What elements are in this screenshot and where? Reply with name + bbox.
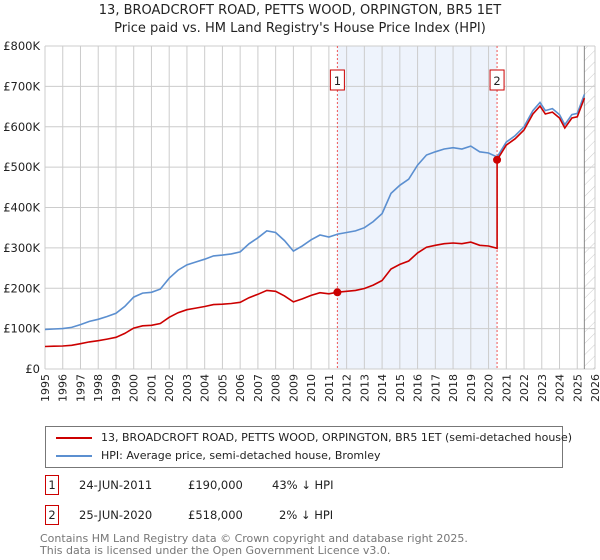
transaction-price: £190,000 — [188, 478, 243, 492]
sale-label-box — [329, 69, 345, 91]
legend-swatch-property — [56, 436, 92, 439]
legend-item-property: 13, BROADCROFT ROAD, PETTS WOOD, ORPINGT… — [56, 431, 572, 444]
x-tick-label: 2025 — [571, 374, 584, 402]
x-tick-label: 1995 — [39, 374, 52, 402]
y-tick-label: £0 — [25, 362, 40, 376]
x-tick-label: 2007 — [252, 374, 265, 402]
x-tick-label: 1996 — [57, 374, 70, 402]
y-tick-label: £300K — [3, 241, 40, 255]
x-tick-label: 2019 — [465, 374, 478, 402]
x-tick-label: 2011 — [323, 374, 336, 402]
x-tick-label: 2008 — [270, 374, 283, 402]
x-tick-label: 2016 — [412, 374, 425, 402]
footer-copyright: Contains HM Land Registry data © Crown c… — [40, 532, 468, 545]
y-tick-label: £100K — [3, 322, 40, 336]
x-tick-label: 2013 — [358, 374, 371, 402]
sale-label: 2 — [493, 74, 500, 88]
x-tick-label: 2017 — [429, 374, 442, 402]
transaction-date: 25-JUN-2020 — [79, 508, 153, 522]
transaction-hpi-diff: 43% ↓ HPI — [272, 478, 334, 492]
legend: 13, BROADCROFT ROAD, PETTS WOOD, ORPINGT… — [45, 426, 572, 468]
x-tick-label: 1998 — [92, 374, 105, 402]
sale-point — [493, 155, 502, 164]
legend-label-property: 13, BROADCROFT ROAD, PETTS WOOD, ORPINGT… — [101, 431, 573, 444]
x-tick-label: 2018 — [447, 374, 460, 402]
sale-label-box — [489, 69, 505, 91]
x-tick-label: 2000 — [128, 374, 141, 402]
y-tick-label: £700K — [3, 79, 40, 93]
transaction-badge: 1 — [45, 475, 59, 495]
x-tick-label: 2012 — [341, 374, 354, 402]
y-tick-label: £400K — [3, 201, 40, 215]
hpi-series-line — [44, 94, 586, 331]
legend-swatch-hpi — [56, 454, 92, 457]
sale-label: 1 — [334, 74, 341, 88]
x-tick-label: 2023 — [536, 374, 549, 402]
legend-label-hpi: HPI: Average price, semi-detached house,… — [101, 449, 381, 462]
legend-item-hpi: HPI: Average price, semi-detached house,… — [56, 449, 380, 462]
x-tick-label: 1999 — [110, 374, 123, 402]
x-tick-label: 2005 — [216, 374, 229, 402]
transaction-date: 24-JUN-2011 — [79, 478, 153, 492]
transaction-price: £518,000 — [188, 508, 243, 522]
price-chart: 1995 1996 1997 1998 1999 2000 2001 2002 2003 2004… — [3, 39, 600, 402]
x-tick-label: 2002 — [163, 374, 176, 402]
x-tick-label: 2003 — [181, 374, 194, 402]
chart-subtitle: Price paid vs. HM Land Registry's House … — [114, 21, 486, 36]
transaction-hpi-diff: 2% ↓ HPI — [279, 508, 334, 522]
x-tick-label: 2021 — [500, 374, 513, 402]
property-series-line — [44, 97, 586, 348]
x-tick-label: 2004 — [199, 374, 212, 402]
x-tick-label: 1997 — [74, 374, 87, 402]
x-tick-label: 2014 — [376, 374, 389, 402]
x-tick-label: 2010 — [305, 374, 318, 402]
x-tick-label: 2001 — [145, 374, 158, 402]
y-tick-label: £800K — [3, 39, 40, 53]
x-tick-label: 2024 — [554, 374, 567, 402]
sale-point — [333, 288, 342, 297]
chart-title: 13, BROADCROFT ROAD, PETTS WOOD, ORPINGT… — [98, 3, 502, 18]
y-tick-label: £200K — [3, 281, 40, 295]
y-tick-label: £600K — [3, 120, 40, 134]
x-tick-label: 2006 — [234, 374, 247, 402]
transaction-badge: 2 — [45, 505, 59, 525]
footer-licence: This data is licensed under the Open Gov… — [40, 544, 391, 557]
x-tick-label: 2026 — [589, 374, 600, 402]
x-tick-label: 2020 — [483, 374, 496, 402]
x-tick-label: 2009 — [287, 374, 300, 402]
y-tick-label: £500K — [3, 160, 40, 174]
x-tick-label: 2015 — [394, 374, 407, 402]
x-tick-label: 2022 — [518, 374, 531, 402]
